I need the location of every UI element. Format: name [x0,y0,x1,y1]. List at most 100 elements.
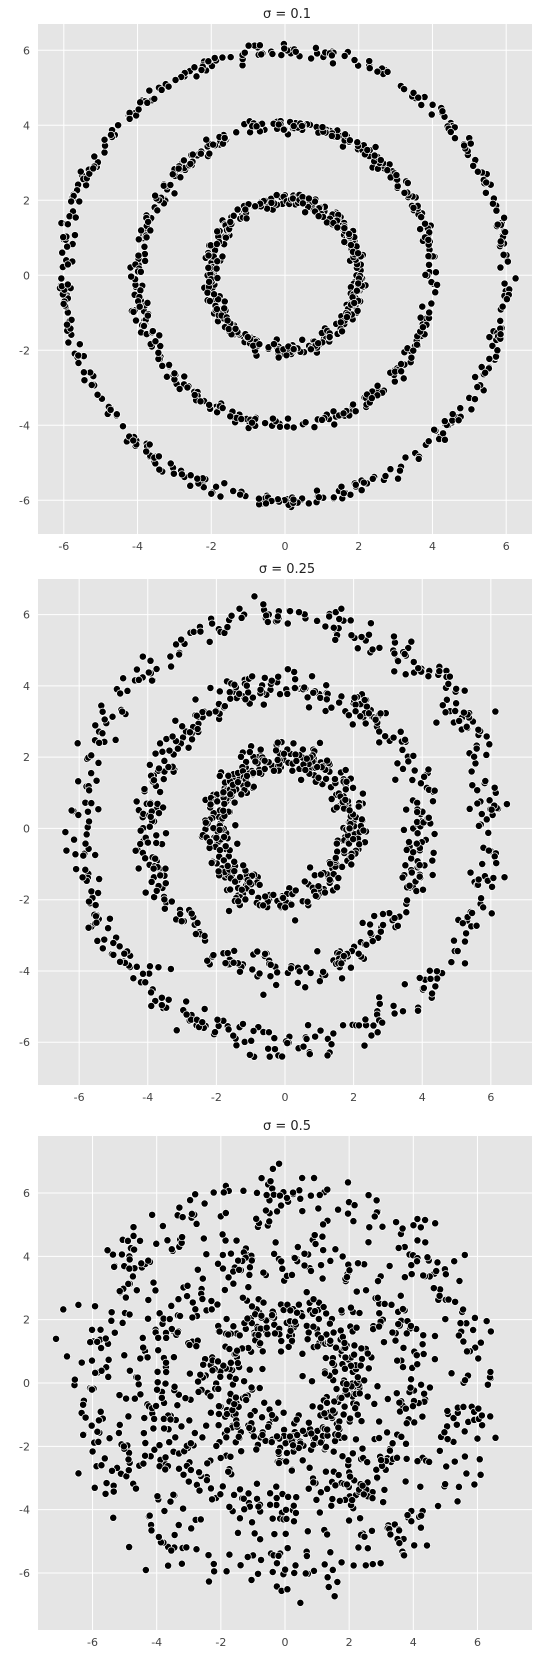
scatter-point [474,1435,481,1442]
scatter-point [411,1542,418,1549]
scatter-point [213,834,220,841]
scatter-point [236,1515,243,1522]
scatter-point [82,866,89,873]
scatter-point [142,889,149,896]
scatter-point [377,928,384,935]
scatter-point [186,1370,193,1377]
scatter-point [448,959,455,966]
scatter-point [219,253,226,260]
scatter-point [313,1496,320,1503]
scatter-point [347,1304,354,1311]
scatter-point [252,758,259,765]
scatter-point [399,1225,406,1232]
scatter-point [212,483,219,490]
scatter-point [275,1399,282,1406]
scatter-point [391,668,398,675]
scatter-point [308,673,315,680]
scatter-point [376,644,383,651]
scatter-point [115,1429,122,1436]
scatter-point [504,258,511,265]
scatter-point [164,1562,171,1569]
scatter-point [330,1329,337,1336]
scatter-point [152,1287,159,1294]
scatter-point [402,454,409,461]
scatter-point [455,1332,462,1339]
scatter-point [319,1275,326,1282]
scatter-point [175,1465,182,1472]
scatter-point [101,1455,108,1462]
scatter-point [372,716,379,723]
scatter-point [436,1447,443,1454]
x-tick-label: 4 [419,1091,426,1104]
scatter-point [278,1053,285,1060]
scatter-point [80,852,87,859]
scatter-point [121,1352,128,1359]
scatter-point [339,1253,346,1260]
scatter-point [194,475,201,482]
scatter-point [238,886,245,893]
scatter-point [354,307,361,314]
scatter-point [342,1354,349,1361]
scatter-point [126,1543,133,1550]
scatter-point [156,466,163,473]
scatter-point [168,1246,175,1253]
scatter-point [158,1002,165,1009]
scatter-point [461,1428,468,1435]
scatter-point [483,1318,490,1325]
scatter-point [427,975,434,982]
scatter-point [315,1205,322,1212]
scatter-point [284,1544,291,1551]
scatter-point [341,1365,348,1372]
scatter-point [147,800,154,807]
scatter-point [167,653,174,660]
scatter-point [126,1265,133,1272]
scatter-point [494,221,501,228]
scatter-point [429,101,436,108]
scatter-point [108,1309,115,1316]
scatter-point [399,1305,406,1312]
scatter-point [248,888,255,895]
scatter-point [368,1527,375,1534]
scatter-point [471,1481,478,1488]
scatter-point [407,1376,414,1383]
scatter-point [324,1426,331,1433]
scatter-point [219,1231,226,1238]
y-tick-label: -6 [19,494,30,507]
scatter-point [431,1332,438,1339]
scatter-point [124,687,131,694]
scatter-point [305,704,312,711]
scatter-point [410,658,417,665]
scatter-point [399,765,406,772]
scatter-point [243,682,250,689]
scatter-point [390,1002,397,1009]
scatter-point [319,123,326,130]
scatter-point [147,227,154,234]
scatter-point [419,303,426,310]
scatter-point [76,341,83,348]
scatter-point [104,1247,111,1254]
scatter-point [401,1274,408,1281]
scatter-point [119,1319,126,1326]
scatter-point [417,1483,424,1490]
scatter-point [155,1533,162,1540]
scatter-point [354,250,361,257]
scatter-point [146,441,153,448]
scatter-point [356,841,363,848]
x-tick-label: -2 [215,1636,226,1649]
scatter-point [329,1359,336,1366]
scatter-point [343,1381,350,1388]
scatter-point [193,1343,200,1350]
scatter-point [340,1411,347,1418]
scatter-point [226,1503,233,1510]
scatter-point [421,1390,428,1397]
scatter-point [118,1251,125,1258]
scatter-point [398,1433,405,1440]
scatter-point [199,1295,206,1302]
scatter-point [160,776,167,783]
scatter-point [248,419,255,426]
scatter-point [80,1401,87,1408]
scatter-point [486,741,493,748]
scatter-point [152,192,159,199]
scatter-point [236,968,243,975]
scatter-point [144,839,151,846]
